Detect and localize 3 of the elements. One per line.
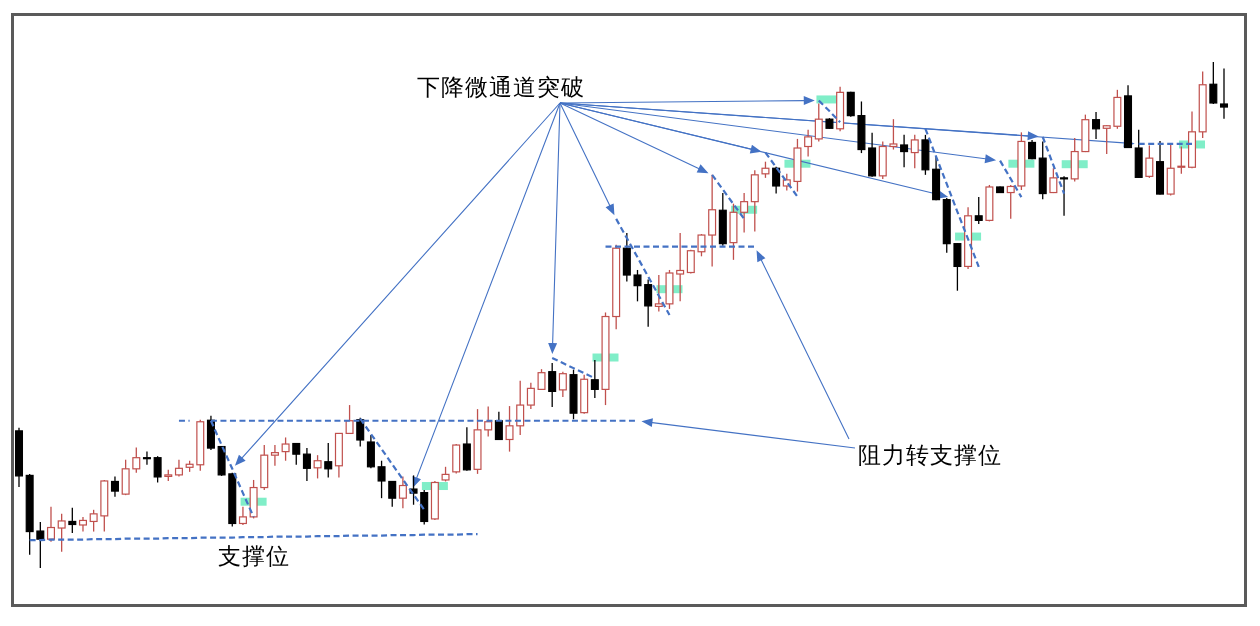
annotation: 阻力转支撑位 bbox=[858, 442, 1002, 468]
annotation: 下降微通道突破 bbox=[417, 74, 585, 100]
annotation: 支撑位 bbox=[217, 543, 290, 570]
